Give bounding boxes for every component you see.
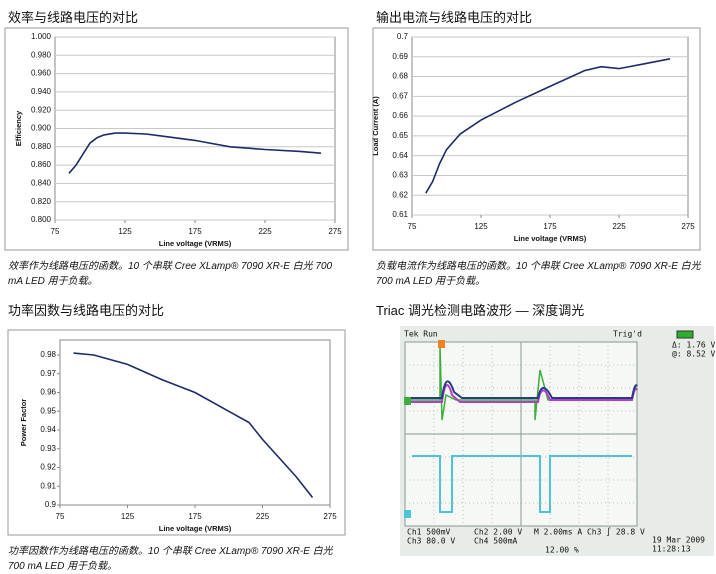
y-tick-label: 0.9 <box>45 500 57 509</box>
y-tick-label: 0.960 <box>31 69 52 78</box>
scope-readout: Trig'd <box>613 330 642 339</box>
y-axis-label: Efficiency <box>14 110 23 146</box>
y-tick-label: 0.900 <box>31 124 52 133</box>
scope-readout: M 2.00ms A Ch3 ∫ 28.8 V <box>534 528 645 537</box>
scope-readout: Ch2 2.00 V <box>474 528 522 537</box>
x-tick-label: 275 <box>323 512 337 521</box>
data-line <box>68 132 322 174</box>
plot-area <box>59 339 331 506</box>
y-tick-label: 0.67 <box>392 91 408 100</box>
scope-readout: 19 Mar 2009 <box>652 536 705 545</box>
scope-readout: 11:28:13 <box>652 545 691 554</box>
x-tick-label: 275 <box>328 227 342 236</box>
scope-readout: Tek Run <box>404 330 438 339</box>
x-tick-label: 75 <box>56 512 65 521</box>
y-tick-label: 0.92 <box>40 463 56 472</box>
caption: 负载电流作为线路电压的函数。10 个串联 Cree XLamp® 7090 XR… <box>376 261 701 287</box>
chart-title: 效率与线路电压的对比 <box>8 10 139 25</box>
x-axis-label: Line voltage (VRMS) <box>159 524 232 533</box>
y-tick-label: 0.61 <box>392 210 408 219</box>
scope-readout: Ch3 80.0 V <box>407 537 455 546</box>
data-line <box>425 58 671 194</box>
chart-title: 输出电流与线路电压的对比 <box>376 10 533 25</box>
plot-area <box>411 36 689 216</box>
scope-readout: @: 8.52 V <box>672 350 716 359</box>
y-tick-label: 0.93 <box>40 444 56 453</box>
x-tick-label: 175 <box>543 222 557 231</box>
y-tick-label: 0.940 <box>31 87 52 96</box>
x-tick-label: 175 <box>188 227 202 236</box>
scope-readout: 12.00 % <box>545 546 579 555</box>
y-tick-label: 0.980 <box>31 50 52 59</box>
y-tick-label: 0.62 <box>392 190 408 199</box>
chart-title: 功率因数与线路电压的对比 <box>8 303 165 318</box>
scope-readout: Δ: 1.76 V <box>672 341 716 350</box>
scope-title: Triac 调光检测电路波形 — 深度调光 <box>376 303 585 318</box>
y-tick-label: 0.96 <box>40 388 56 397</box>
x-tick-label: 125 <box>474 222 488 231</box>
y-axis-label: Load Current (A) <box>371 96 380 156</box>
y-tick-label: 0.94 <box>40 425 56 434</box>
y-tick-label: 0.800 <box>31 215 52 224</box>
y-tick-label: 0.7 <box>397 32 409 41</box>
y-tick-label: 0.920 <box>31 105 52 114</box>
y-tick-label: 0.98 <box>40 350 56 359</box>
y-tick-label: 0.840 <box>31 179 52 188</box>
x-tick-label: 125 <box>118 227 132 236</box>
y-tick-label: 0.97 <box>40 369 56 378</box>
y-tick-label: 0.820 <box>31 197 52 206</box>
x-tick-label: 225 <box>612 222 626 231</box>
scope-readout: Ch4 500mA <box>474 537 518 546</box>
y-tick-label: 1.000 <box>31 32 52 41</box>
y-tick-label: 0.64 <box>392 151 408 160</box>
x-axis-label: Line voltage (VRMS) <box>514 234 587 243</box>
x-axis-label: Line voltage (VRMS) <box>159 239 232 248</box>
x-tick-label: 75 <box>408 222 417 231</box>
y-tick-label: 0.860 <box>31 160 52 169</box>
y-tick-label: 0.91 <box>40 481 56 490</box>
x-tick-label: 125 <box>121 512 135 521</box>
y-tick-label: 0.69 <box>392 52 408 61</box>
x-tick-label: 225 <box>256 512 270 521</box>
data-line <box>73 352 314 498</box>
x-tick-label: 275 <box>681 222 695 231</box>
y-tick-label: 0.65 <box>392 131 408 140</box>
x-tick-label: 175 <box>188 512 202 521</box>
y-tick-label: 0.880 <box>31 142 52 151</box>
caption: 功率因数作为线路电压的函数。10 个串联 Cree XLamp® 7090 XR… <box>8 546 333 572</box>
y-tick-label: 0.95 <box>40 406 56 415</box>
scope-readout: Ch1 500mV <box>407 528 451 537</box>
scope-screen <box>400 326 714 556</box>
x-tick-label: 75 <box>51 227 60 236</box>
x-tick-label: 225 <box>258 227 272 236</box>
y-tick-label: 0.66 <box>392 111 408 120</box>
y-tick-label: 0.63 <box>392 171 408 180</box>
y-axis-label: Power Factor <box>19 399 28 447</box>
y-tick-label: 0.68 <box>392 72 408 81</box>
caption: 效率作为线路电压的函数。10 个串联 Cree XLamp® 7090 XR-E… <box>8 261 333 287</box>
